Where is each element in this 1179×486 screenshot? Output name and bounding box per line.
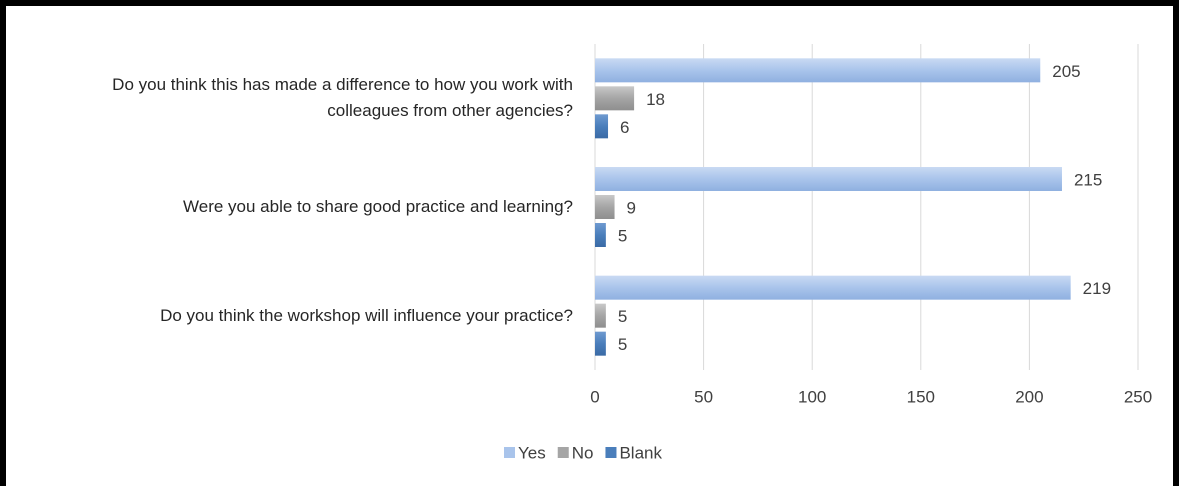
bar: [595, 58, 1041, 83]
bar: [595, 167, 1062, 191]
bar: [595, 195, 615, 219]
bar: [595, 114, 609, 139]
value-label: 5: [618, 307, 627, 326]
legend-swatch: [605, 447, 617, 458]
bar: [595, 86, 635, 111]
bar: [595, 223, 606, 247]
legend-label: Yes: [518, 443, 546, 462]
legend-label: No: [572, 443, 594, 462]
x-tick-label: 150: [907, 387, 935, 406]
value-label: 6: [620, 118, 629, 137]
value-label: 219: [1083, 279, 1111, 298]
value-label: 5: [618, 226, 627, 245]
value-label: 5: [618, 335, 627, 354]
x-tick-label: 200: [1015, 387, 1043, 406]
bar: [595, 303, 606, 328]
value-label: 18: [646, 90, 665, 109]
value-label: 205: [1052, 62, 1080, 81]
legend-swatch: [504, 447, 515, 458]
y-tick-label: Do you think the workshop will influence…: [160, 305, 573, 325]
x-tick-label: 100: [798, 387, 826, 406]
value-label: 215: [1074, 170, 1102, 189]
y-tick-label: Do you think this has made a difference …: [112, 75, 573, 121]
legend-label: Blank: [619, 443, 662, 462]
x-tick-label: 250: [1124, 387, 1152, 406]
x-tick-label: 0: [590, 387, 599, 406]
bar: [595, 275, 1071, 300]
legend-swatch: [557, 447, 569, 458]
y-tick-label: Were you able to share good practice and…: [183, 197, 573, 216]
value-label: 9: [627, 198, 636, 217]
bar: [595, 331, 606, 356]
x-tick-label: 50: [694, 387, 713, 406]
